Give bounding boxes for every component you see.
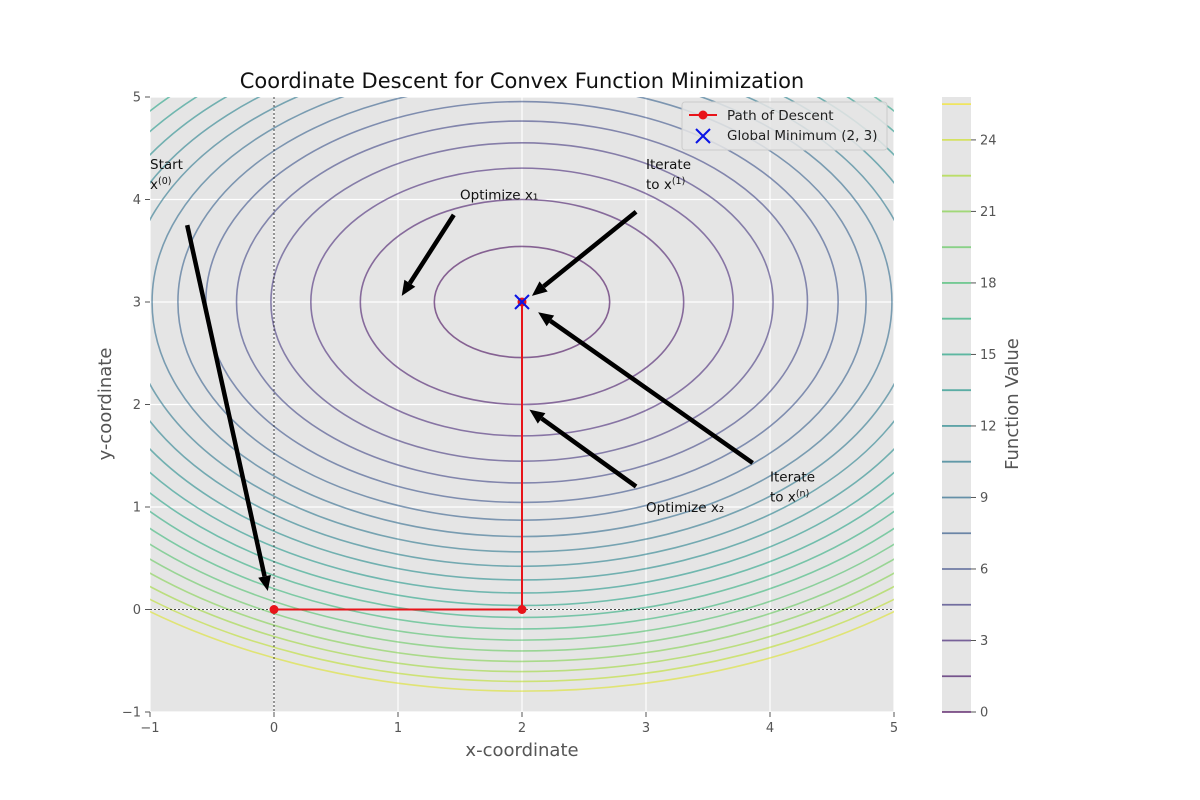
y-tick-label-1: 0 xyxy=(133,603,141,618)
colorbar-tick-label-3: 9 xyxy=(980,491,988,506)
colorbar-tick-label-7: 21 xyxy=(980,205,997,220)
contour-line-19 xyxy=(150,598,894,683)
colorbar-tick-label-4: 12 xyxy=(980,419,997,434)
annotation-arrow-head-1 xyxy=(401,279,416,296)
annotation-text-4-0: Iterate xyxy=(770,470,815,486)
colorbar-level-lines xyxy=(942,103,971,713)
legend-minimum-marker xyxy=(695,128,711,144)
y-tick-label-4: 3 xyxy=(133,296,141,311)
descent-path-point-1 xyxy=(517,605,527,614)
contour-line-18 xyxy=(150,585,894,673)
y-axis-label: y-coordinate xyxy=(95,348,116,461)
x-tick-label-2: 1 xyxy=(394,721,402,736)
colorbar-tick-label-0: 0 xyxy=(980,706,988,721)
annotation-arrows xyxy=(185,210,754,592)
colorbar-label: Function Value xyxy=(1002,338,1023,470)
annotation-text-3-0: Optimize x₂ xyxy=(646,500,724,516)
contour-line-14 xyxy=(150,527,894,630)
colorbar-tick-label-1: 3 xyxy=(980,634,988,649)
colorbar-background xyxy=(942,97,971,712)
annotation-arrow-0 xyxy=(185,224,271,592)
contour-line-15 xyxy=(150,543,894,641)
x-tick-label-4: 3 xyxy=(642,721,650,736)
y-tick-label-5: 4 xyxy=(133,193,141,208)
annotation-arrow-head-2 xyxy=(531,281,548,296)
annotation-arrow-shaft-3 xyxy=(540,416,638,489)
annotation-arrow-head-0 xyxy=(258,575,271,592)
contour-line-17 xyxy=(150,572,894,663)
y-tick-label-6: 5 xyxy=(133,91,141,106)
descent-path-point-0 xyxy=(269,605,279,614)
y-tick-label-2: 1 xyxy=(133,501,141,516)
annotation-arrow-4 xyxy=(538,312,754,465)
y-tick-label-0: −1 xyxy=(122,706,141,721)
annotation-text-0-0: Start xyxy=(150,157,183,173)
annotation-arrow-head-4 xyxy=(538,312,555,327)
colorbar-ticks: 0 3 6 9 12 15 18 21 24 xyxy=(971,133,997,721)
annotation-arrow-1 xyxy=(401,213,456,296)
annotation-text-1-0: Optimize x₁ xyxy=(460,187,538,203)
annotation-arrow-2 xyxy=(531,210,638,296)
annotation-arrow-shaft-0 xyxy=(185,224,267,577)
legend: Path of Descent Global Minimum (2, 3) xyxy=(681,101,888,151)
legend-box xyxy=(681,101,888,151)
annotation-arrow-shaft-4 xyxy=(549,319,754,465)
colorbar-tick-label-2: 6 xyxy=(980,562,988,577)
y-axis-ticks: −1 0 1 2 3 4 5 xyxy=(122,91,150,721)
colorbar: 0 3 6 9 12 15 18 21 24 Function Value xyxy=(942,97,1023,721)
contour-line-20 xyxy=(150,610,894,692)
x-tick-label-6: 5 xyxy=(890,721,898,736)
x-tick-label-0: −1 xyxy=(140,721,159,736)
y-tick-label-3: 2 xyxy=(133,398,141,413)
colorbar-tick-label-6: 18 xyxy=(980,276,997,291)
annotation-arrow-shaft-2 xyxy=(542,210,638,289)
annotation-arrow-head-3 xyxy=(529,409,546,424)
x-axis-label: x-coordinate xyxy=(465,740,578,761)
x-tick-label-3: 2 xyxy=(518,721,526,736)
contour-line-16 xyxy=(150,558,894,652)
colorbar-tick-label-8: 24 xyxy=(980,133,997,148)
descent-path xyxy=(269,294,530,614)
colorbar-tick-label-5: 15 xyxy=(980,348,997,363)
legend-path-marker xyxy=(698,110,708,120)
contour-line-13 xyxy=(150,510,894,619)
x-tick-label-1: 0 xyxy=(270,721,278,736)
x-tick-label-5: 4 xyxy=(766,721,774,736)
annotation-arrow-shaft-1 xyxy=(407,213,456,285)
legend-path-label: Path of Descent xyxy=(727,108,834,124)
legend-minimum-label: Global Minimum (2, 3) xyxy=(727,128,878,144)
global-minimum-marker xyxy=(514,294,530,310)
global-minimum-stroke-b xyxy=(514,294,530,310)
annotation-arrow-3 xyxy=(529,409,638,489)
annotation-text-2-0: Iterate xyxy=(646,157,691,173)
plot-area xyxy=(149,96,895,713)
chart-title: Coordinate Descent for Convex Function M… xyxy=(240,69,804,93)
x-axis-ticks: −1 0 1 2 3 4 5 xyxy=(140,712,898,736)
